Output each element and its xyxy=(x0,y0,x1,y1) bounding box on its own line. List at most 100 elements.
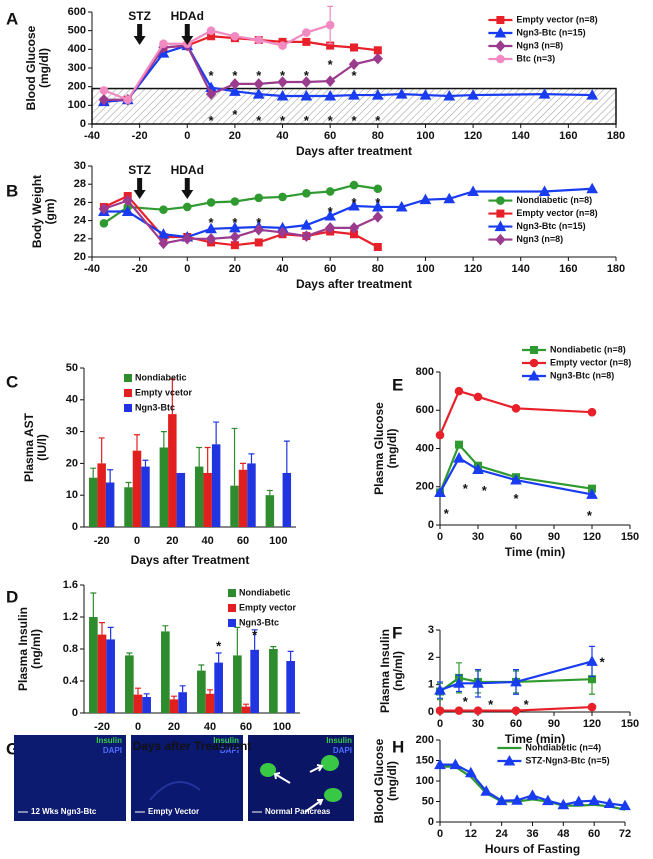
marker xyxy=(325,187,335,196)
significance-mark: * xyxy=(232,107,238,122)
x-tick-label: 0 xyxy=(437,718,443,730)
error-bar xyxy=(134,434,140,451)
marker xyxy=(435,706,445,715)
treatment-arrow xyxy=(133,24,146,45)
significance-mark: * xyxy=(256,68,262,83)
marker xyxy=(454,706,464,715)
x-tick-label: 120 xyxy=(583,718,601,730)
islet xyxy=(321,755,339,771)
marker xyxy=(372,211,383,223)
marker xyxy=(472,677,484,688)
x-tick-label: -20 xyxy=(132,130,148,142)
y-tick-label: 30 xyxy=(74,160,86,172)
marker xyxy=(276,89,289,101)
panel-letter: F xyxy=(392,623,402,642)
bar xyxy=(169,699,179,713)
panel-letter: C xyxy=(6,372,18,391)
x-tick-label: 90 xyxy=(548,531,560,543)
legend-marker xyxy=(495,233,506,246)
bar xyxy=(247,463,256,527)
marker xyxy=(252,88,265,99)
bar xyxy=(88,477,98,527)
panel-letter: H xyxy=(392,737,404,756)
legend-marker xyxy=(496,54,505,64)
bar xyxy=(286,661,295,713)
stain-label: DAPI xyxy=(333,746,352,755)
arrow xyxy=(304,799,324,813)
series-line xyxy=(438,389,593,436)
series-line xyxy=(103,187,593,239)
x-tick-label: -40 xyxy=(84,130,100,142)
marker xyxy=(277,76,288,88)
legend-label: Nondiabetic xyxy=(239,587,291,597)
marker xyxy=(302,189,311,198)
marker xyxy=(511,794,523,805)
significance-mark: * xyxy=(304,113,310,128)
marker xyxy=(434,758,446,770)
marker xyxy=(510,675,522,687)
y-tick-label: 600 xyxy=(68,6,86,18)
bar xyxy=(124,487,133,527)
x-tick-label: 150 xyxy=(621,531,639,543)
marker xyxy=(395,200,408,212)
x-tick-label: 60 xyxy=(510,531,522,543)
legend-label: Ngn3-Btc (n=8) xyxy=(550,370,614,380)
stain-label: DAPI xyxy=(103,746,122,755)
x-tick-label: 30 xyxy=(472,718,484,730)
x-tick-label: 72 xyxy=(619,828,631,840)
marker xyxy=(603,797,616,809)
bar xyxy=(105,482,115,527)
y-tick-label: 200 xyxy=(416,481,434,493)
x-tick-label: 20 xyxy=(168,721,180,733)
y-tick-label: 0 xyxy=(80,118,86,130)
panel-letter: E xyxy=(392,375,403,394)
y-tick-label: 100 xyxy=(416,775,434,787)
error-bar xyxy=(248,453,255,464)
error-bar xyxy=(287,650,294,661)
legend-label: Empty vector xyxy=(239,602,297,612)
y-axis-title: (mg/dl) xyxy=(385,429,399,469)
significance-mark: * xyxy=(232,68,238,83)
bar xyxy=(203,472,212,527)
marker xyxy=(373,46,382,55)
legend-label: Nondiabetic (n=8) xyxy=(550,344,626,354)
legend-marker xyxy=(495,40,506,52)
marker xyxy=(350,43,358,52)
marker xyxy=(301,76,312,88)
bar xyxy=(197,670,206,713)
image-caption: Empty Vector xyxy=(148,807,199,816)
x-tick-label: 60 xyxy=(324,263,336,275)
islet xyxy=(324,788,342,802)
x-axis-title: Days after treatment xyxy=(296,144,412,158)
marker xyxy=(302,28,311,37)
error-bar xyxy=(231,427,238,486)
marker xyxy=(230,197,240,206)
y-tick-label: 20 xyxy=(74,251,86,263)
image-caption: 12 Wks Ngn3-Btc xyxy=(31,807,97,816)
x-tick-label: 60 xyxy=(324,130,336,142)
marker xyxy=(587,702,597,712)
y-tick-label: 0 xyxy=(428,816,434,828)
error-bar xyxy=(143,693,150,697)
error-bar xyxy=(234,626,241,656)
marker xyxy=(182,202,192,212)
legend-label: Btc (n=3) xyxy=(516,53,555,63)
significance-mark: * xyxy=(209,215,215,230)
x-tick-label: 60 xyxy=(237,535,249,547)
marker xyxy=(348,89,360,100)
error-bar xyxy=(213,421,220,445)
error-bar xyxy=(283,440,290,473)
error-bar xyxy=(90,592,97,617)
x-tick-label: 20 xyxy=(229,263,241,275)
legend-label: Ngn3-Btc (n=15) xyxy=(516,221,585,231)
legend-label: Empty vector (n=8) xyxy=(516,208,597,218)
y-tick-label: 100 xyxy=(68,99,86,111)
significance-mark: * xyxy=(252,627,258,642)
x-tick-label: 12 xyxy=(465,828,477,840)
y-tick-label: 600 xyxy=(416,404,434,416)
marker xyxy=(254,238,263,247)
x-tick-label: 0 xyxy=(437,828,443,840)
y-axis-title: Blood Glucose xyxy=(24,25,38,110)
y-tick-label: 0.8 xyxy=(63,643,78,655)
